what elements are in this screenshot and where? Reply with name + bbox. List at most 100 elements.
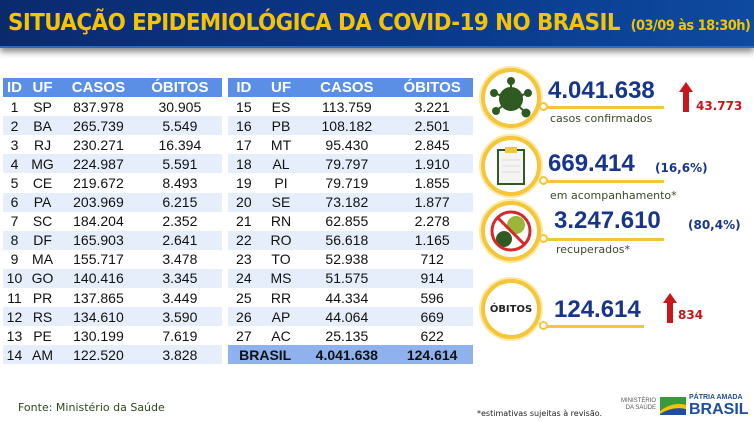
table-cell: 122.520 [59, 345, 138, 365]
table-row: 16 PB 108.182 2.501 [228, 116, 473, 136]
table-cell: 15 [236, 98, 252, 115]
virus-icon [481, 68, 541, 128]
table-cell: 73.182 [302, 192, 392, 212]
table-cell: 219.672 [73, 175, 124, 192]
column-header: UF [25, 78, 60, 98]
total-label: BRASIL [228, 345, 303, 365]
table-cell: 23 [236, 251, 252, 268]
column-header: ÓBITOS [137, 78, 222, 98]
table-cell: RJ [33, 136, 52, 153]
table-cell: 130.199 [73, 327, 124, 344]
table-cell: 5 [10, 175, 19, 192]
table-cell: 5.549 [137, 116, 222, 136]
table-row: 24 MS 51.575 914 [228, 268, 473, 289]
column-header: ID [3, 78, 26, 98]
total-casos: 4.041.638 [302, 345, 392, 365]
table-cell: 230.271 [73, 136, 124, 153]
table-cell: 2 [3, 116, 26, 136]
table-cell: 14 [3, 345, 26, 365]
total-obitos: 124.614 [391, 345, 473, 365]
table-cell: 140.416 [59, 268, 138, 289]
table-cell: 16 [228, 116, 260, 136]
table-cell: 837.978 [73, 98, 124, 115]
table-cell: 155.717 [73, 251, 124, 268]
table-cell: 622 [420, 327, 444, 344]
table-cell: 5.591 [137, 154, 222, 174]
table-cell: 165.903 [59, 230, 138, 250]
table-cell: 25.135 [325, 327, 369, 344]
table-cell: PE [33, 327, 52, 344]
table-row: 1 SP 837.978 30.905 [3, 97, 222, 116]
table-cell: 51.575 [302, 268, 392, 289]
recovered-value: 3.247.610 [554, 207, 661, 234]
table-cell: 113.759 [322, 98, 372, 115]
column-header: CASOS [302, 78, 392, 98]
table-cell: 26 [228, 307, 260, 327]
table-row: 22 RO 56.618 1.165 [228, 230, 473, 250]
table-cell: 8 [3, 230, 26, 250]
table-cell: 3.345 [137, 268, 222, 289]
table-row: 19 PI 79.719 1.855 [228, 173, 473, 192]
states-table-right: ID UF CASOS ÓBITOS 15 ES 113.759 3.221 16 PB 108.1… [228, 78, 473, 365]
table-row: 10 GO 140.416 3.345 [3, 268, 222, 289]
table-cell: 134.610 [59, 307, 138, 327]
table-cell: BA [25, 116, 60, 136]
page-title: SITUAÇÃO EPIDEMIOLÓGICA DA COVID-19 NO B… [8, 10, 751, 36]
monitoring-label: em acompanhamento* [550, 189, 677, 202]
table-cell: AL [259, 154, 303, 174]
total-row: BRASIL 4.041.638 124.614 [228, 345, 473, 365]
recovered-percent: (80,4%) [688, 218, 741, 232]
table-cell: 12 [3, 307, 26, 327]
table-cell: PB [259, 116, 303, 136]
table-row: 2 BA 265.739 5.549 [3, 116, 222, 136]
title-text: SITUAÇÃO EPIDEMIOLÓGICA DA COVID-19 NO B… [8, 10, 621, 36]
table-cell: RN [270, 213, 292, 230]
header-banner: SITUAÇÃO EPIDEMIOLÓGICA DA COVID-19 NO B… [0, 0, 754, 48]
table-cell: 3.478 [162, 251, 198, 268]
table-cell: 7 [10, 213, 19, 230]
table-row: 9 MA 155.717 3.478 [3, 250, 222, 269]
table-cell: 22 [228, 230, 260, 250]
table-cell: 11 [7, 289, 22, 306]
table-cell: 137.865 [73, 289, 124, 306]
table-cell: PA [25, 192, 60, 212]
patria-amada-brasil-logo: PÁTRIA AMADA BRASIL [689, 394, 749, 418]
table-cell: 3.449 [162, 289, 198, 306]
table-cell: TO [271, 251, 291, 268]
table-row: 26 AP 44.064 669 [228, 307, 473, 327]
table-cell: 62.855 [325, 213, 369, 230]
table-cell: MT [270, 136, 292, 153]
table-row: 8 DF 165.903 2.641 [3, 230, 222, 250]
table-row: 21 RN 62.855 2.278 [228, 212, 473, 231]
table-cell: CE [32, 175, 53, 192]
table-cell: 7.619 [162, 327, 198, 344]
table-cell: 27 [236, 327, 252, 344]
table-cell: 21 [236, 213, 252, 230]
table-cell: 203.969 [59, 192, 138, 212]
table-cell: SP [33, 98, 52, 115]
table-cell: RS [25, 307, 60, 327]
table-row: 11 PR 137.865 3.449 [3, 288, 222, 307]
table-row: 4 MG 224.987 5.591 [3, 154, 222, 174]
brand: BRASIL [689, 401, 749, 418]
table-cell: 3.828 [137, 345, 222, 365]
table-cell: AP [259, 307, 303, 327]
table-row: 18 AL 79.797 1.910 [228, 154, 473, 174]
table-cell: 2.845 [414, 136, 450, 153]
table-cell: 6.215 [137, 192, 222, 212]
table-cell: RR [270, 289, 292, 306]
table-cell: 3 [10, 136, 19, 153]
table-row: 27 AC 25.135 622 [228, 326, 473, 345]
table-cell: 13 [6, 327, 23, 344]
table-cell: 44.064 [302, 307, 392, 327]
arrow-up-icon [663, 293, 677, 323]
table-row: 25 RR 44.334 596 [228, 288, 473, 307]
deaths-badge-text: ÓBITOS [489, 303, 533, 315]
table-row: 13 PE 130.199 7.619 [3, 326, 222, 345]
deaths-value: 124.614 [554, 296, 641, 323]
table-cell: AC [271, 327, 291, 344]
table-cell: PI [274, 175, 288, 192]
table-cell: GO [25, 268, 60, 289]
table-cell: 8.493 [162, 175, 198, 192]
table-cell: 25 [236, 289, 252, 306]
